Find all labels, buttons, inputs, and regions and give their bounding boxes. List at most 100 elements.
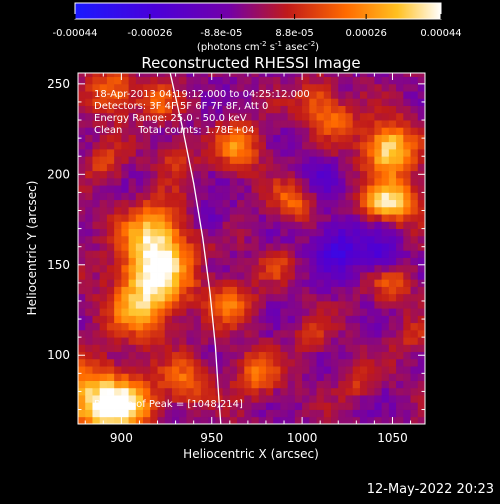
heatmap-cell <box>208 235 216 244</box>
heatmap-cell <box>287 112 296 121</box>
heatmap-cell <box>157 322 166 331</box>
heatmap-cell <box>265 91 274 99</box>
heatmap-cell <box>403 409 411 418</box>
heatmap-cell <box>316 329 325 338</box>
heatmap-cell <box>114 206 122 215</box>
heatmap-cell <box>280 257 289 266</box>
heatmap-cell <box>128 279 137 287</box>
heatmap-cell <box>157 76 166 85</box>
heatmap-cell <box>345 156 354 164</box>
heatmap-cell <box>121 163 130 172</box>
heatmap-cell <box>280 329 289 338</box>
heatmap-cell <box>294 221 303 229</box>
heatmap-cell <box>381 272 390 280</box>
heatmap-cell <box>106 141 115 150</box>
heatmap-cell <box>352 243 361 251</box>
heatmap-cell <box>251 221 260 229</box>
heatmap-cell <box>121 308 130 316</box>
heatmap-cell <box>200 243 209 251</box>
heatmap-cell <box>388 395 397 403</box>
heatmap-cell <box>345 83 354 92</box>
heatmap-cell <box>229 228 238 237</box>
heatmap-cell <box>135 163 144 172</box>
heatmap-cell <box>135 402 144 410</box>
heatmap-cell <box>374 293 383 302</box>
heatmap-cell <box>237 98 245 106</box>
heatmap-cell <box>309 315 317 324</box>
heatmap-cell <box>85 156 93 164</box>
heatmap-cell <box>143 214 151 222</box>
heatmap-cell <box>251 127 260 135</box>
heatmap-cell <box>150 105 158 114</box>
heatmap-cell <box>251 351 260 360</box>
heatmap-cell <box>331 98 339 106</box>
heatmap-cell <box>338 373 346 381</box>
heatmap-cell <box>143 286 151 295</box>
heatmap-cell <box>280 206 289 215</box>
heatmap-cell <box>121 228 130 237</box>
heatmap-cell <box>171 91 180 99</box>
heatmap-cell <box>316 185 325 193</box>
heatmap-cell <box>388 91 397 99</box>
heatmap-cell <box>352 402 361 410</box>
heatmap-cell <box>258 380 267 389</box>
heatmap-cell <box>215 351 223 360</box>
heatmap-cell <box>316 250 325 258</box>
heatmap-cell <box>403 177 411 186</box>
heatmap-cell <box>215 387 223 396</box>
heatmap-cell <box>359 185 368 193</box>
heatmap-cell <box>345 192 354 201</box>
heatmap-cell <box>229 402 238 410</box>
heatmap-cell <box>374 402 383 410</box>
heatmap-cell <box>229 286 238 295</box>
heatmap-cell <box>352 358 361 367</box>
heatmap-cell <box>323 206 332 215</box>
heatmap-cell <box>208 228 216 237</box>
heatmap-cell <box>352 177 361 186</box>
heatmap-cell <box>359 286 368 295</box>
heatmap-cell <box>323 257 332 266</box>
heatmap-cell <box>388 279 397 287</box>
heatmap-cell <box>309 416 317 424</box>
heatmap-cell <box>92 286 101 295</box>
heatmap-cell <box>294 98 303 106</box>
heatmap-cell <box>215 279 223 287</box>
heatmap-cell <box>287 308 296 316</box>
heatmap-cell <box>352 112 361 121</box>
heatmap-cell <box>410 329 419 338</box>
heatmap-cell <box>164 228 173 237</box>
heatmap-cell <box>338 192 346 201</box>
heatmap-cell <box>85 308 93 316</box>
heatmap-cell <box>287 387 296 396</box>
heatmap-cell <box>316 387 325 396</box>
heatmap-cell <box>417 322 425 331</box>
heatmap-cell <box>121 409 130 418</box>
heatmap-cell <box>258 344 267 353</box>
heatmap-cell <box>265 105 274 114</box>
heatmap-cell <box>345 91 354 99</box>
heatmap-cell <box>215 76 223 85</box>
heatmap-cell <box>237 228 245 237</box>
heatmap-cell <box>106 127 115 135</box>
heatmap-cell <box>359 120 368 128</box>
heatmap-cell <box>417 272 425 280</box>
heatmap-cell <box>359 387 368 396</box>
heatmap-cell <box>345 272 354 280</box>
y-tick-label: 150 <box>47 258 70 272</box>
heatmap-cell <box>352 351 361 360</box>
heatmap-cell <box>323 127 332 135</box>
heatmap-cell <box>345 141 354 150</box>
heatmap-cell <box>323 286 332 295</box>
heatmap-cell <box>280 98 289 106</box>
heatmap-cell <box>410 73 419 78</box>
heatmap-cell <box>302 148 310 157</box>
heatmap-cell <box>294 73 303 78</box>
heatmap-cell <box>309 337 317 345</box>
heatmap-cell <box>359 228 368 237</box>
heatmap-cell <box>179 134 187 143</box>
heatmap-cell <box>251 387 260 396</box>
heatmap-cell <box>374 315 383 324</box>
heatmap-cell <box>208 373 216 381</box>
heatmap-cell <box>78 112 86 121</box>
heatmap-cell <box>237 308 245 316</box>
